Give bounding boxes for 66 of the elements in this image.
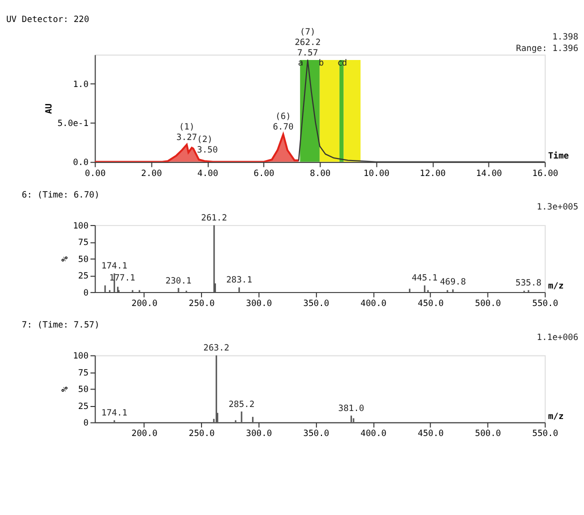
x-tick-label: 400.0 (360, 298, 386, 309)
text: 1.3e+005 (536, 202, 578, 213)
annotation: b (318, 58, 324, 69)
x-tick-label: 0.00 (84, 168, 106, 179)
x-tick-label: 200.0 (132, 298, 158, 309)
x-tick-label: 450.0 (418, 298, 444, 309)
y-tick-label: 25 (78, 402, 89, 412)
y-tick-label: 0 (83, 418, 89, 429)
annotation: 469.8 (440, 278, 466, 288)
x-tick-label: 250.0 (188, 298, 215, 309)
x-tick-label: 500.0 (475, 429, 501, 440)
annotation: (1) 3.27 (176, 122, 198, 143)
chart-title: 7: (Time: 7.57) (22, 320, 100, 331)
y-tick-label: 50 (78, 385, 89, 396)
annotation: 381.0 (338, 404, 364, 414)
y-tick-label: 100 (72, 221, 89, 232)
y-tick-label: 1.0 (72, 80, 89, 90)
y-tick-label: 100 (72, 352, 89, 362)
x-tick-label: 300.0 (246, 429, 272, 440)
annotation: (2) 3.50 (197, 134, 218, 156)
y-tick-label: 25 (78, 272, 89, 282)
y-tick-label: 75 (78, 238, 89, 248)
y-tick-label: 5.0e-1 (57, 119, 89, 130)
text: 1.398 (552, 32, 578, 42)
x-tick-label: 250.0 (188, 429, 215, 440)
chart-title: UV Detector: 220 (6, 14, 90, 25)
annotation: 174.1 (101, 408, 128, 418)
text: Range: 1.396 (516, 44, 578, 54)
annotation: 263.2 (203, 343, 230, 354)
annotation: 535.8 (516, 278, 542, 288)
x-tick-label: 2.00 (141, 168, 162, 179)
annotation: 445.1 (412, 274, 438, 284)
x-tick-label: 200.0 (132, 429, 158, 440)
text: 1.1e+006 (536, 332, 578, 343)
y-axis-title: % (60, 386, 70, 392)
annotation: (6) 6.70 (272, 112, 294, 133)
annotation: 261.2 (201, 213, 228, 224)
x-tick-label: 500.0 (475, 298, 501, 309)
x-tick-label: 4.00 (197, 168, 218, 179)
y-tick-label: 50 (78, 254, 89, 265)
y-axis-title: AU (44, 104, 55, 114)
x-axis-title: Time (548, 152, 569, 162)
annotation: 174.1 (101, 262, 128, 272)
x-tick-label: 350.0 (303, 298, 330, 309)
x-tick-label: 550.0 (532, 429, 558, 440)
x-tick-label: 350.0 (303, 429, 330, 440)
y-tick-label: 75 (78, 368, 89, 378)
x-tick-label: 550.0 (532, 298, 558, 309)
x-tick-label: 12.00 (420, 168, 446, 179)
x-tick-label: 14.00 (476, 168, 502, 179)
x-tick-label: 16.00 (532, 168, 558, 179)
x-tick-label: 10.00 (364, 168, 390, 179)
x-axis-title: m/z (548, 282, 564, 292)
y-axis-title: % (60, 256, 70, 262)
x-tick-label: 6.00 (254, 168, 274, 179)
y-tick-label: 0 (83, 288, 89, 298)
x-tick-label: 300.0 (246, 298, 272, 309)
x-tick-label: 400.0 (360, 429, 386, 440)
annotation: 230.1 (166, 276, 192, 286)
chart-title: 6: (Time: 6.70) (22, 190, 100, 200)
y-tick-label: 0.0 (72, 158, 89, 168)
x-tick-label: 450.0 (418, 429, 444, 440)
x-axis-title: m/z (548, 412, 564, 422)
annotation: 285.2 (228, 400, 255, 410)
x-tick-label: 8.00 (310, 168, 331, 179)
annotation: 283.1 (226, 276, 252, 286)
